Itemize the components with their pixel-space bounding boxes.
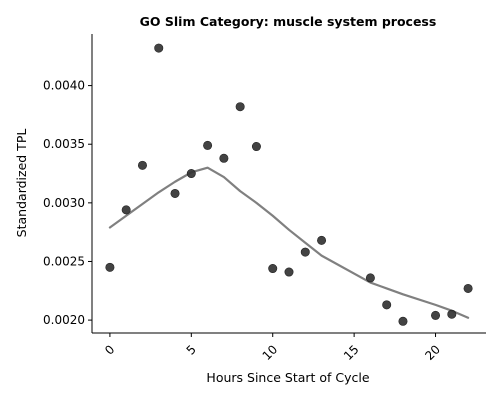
x-tick-label: 15 (341, 342, 362, 363)
data-point (365, 273, 375, 283)
data-point (137, 160, 147, 170)
x-tick-label: 5 (184, 342, 199, 357)
data-point (121, 205, 131, 215)
y-tick-label: 0.0020 (43, 313, 85, 327)
data-point (284, 267, 294, 277)
y-tick-label: 0.0030 (43, 196, 85, 210)
x-axis-ticks: 0 5 10 15 20 (102, 333, 443, 363)
data-point (219, 153, 229, 163)
data-point (203, 140, 213, 150)
data-point (186, 169, 196, 179)
data-point (251, 142, 261, 152)
x-axis-label: Hours Since Start of Cycle (206, 370, 369, 385)
x-tick-label: 0 (102, 342, 117, 357)
y-tick-label: 0.0035 (43, 137, 85, 151)
trend-line (108, 166, 470, 319)
data-point (463, 283, 473, 293)
y-axis-label: Standardized TPL (14, 129, 29, 238)
data-point (317, 235, 327, 245)
y-tick-label: 0.0025 (43, 254, 85, 268)
data-point (154, 43, 164, 53)
data-point (431, 310, 441, 320)
data-point (268, 264, 278, 274)
x-tick-label: 20 (422, 342, 443, 363)
data-point (105, 262, 115, 272)
data-point (235, 102, 245, 112)
data-point (170, 188, 180, 198)
data-point (398, 316, 408, 326)
data-point (447, 309, 457, 319)
plot-area (105, 43, 473, 326)
data-point (382, 300, 392, 310)
chart-title: GO Slim Category: muscle system process (140, 14, 437, 29)
data-point (300, 247, 310, 257)
y-tick-label: 0.0040 (43, 79, 85, 93)
y-axis-ticks: 0.0020 0.0025 0.0030 0.0035 0.0040 (43, 79, 92, 327)
x-tick-label: 10 (260, 342, 281, 363)
